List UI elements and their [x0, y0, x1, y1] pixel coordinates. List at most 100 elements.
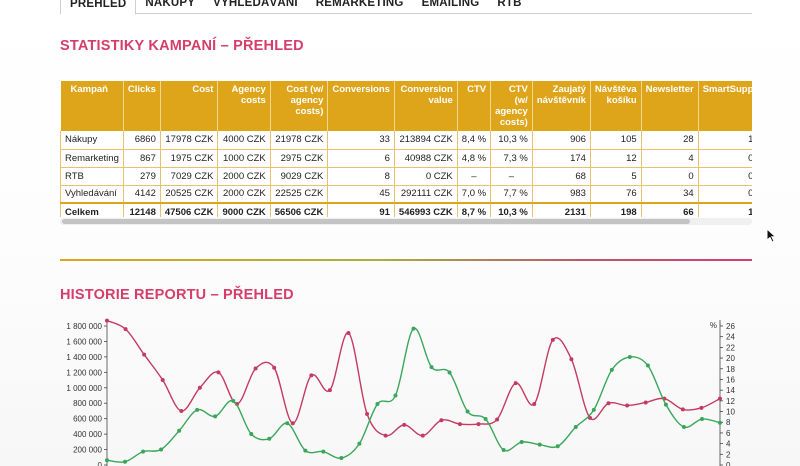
tab-3[interactable]: REMARKETING	[315, 0, 404, 9]
column-header[interactable]: Návštěva košíku	[590, 81, 642, 131]
data-point[interactable]	[402, 422, 407, 427]
table-cell: 66	[641, 202, 699, 217]
tab-0[interactable]: PŘEHLED	[60, 0, 137, 15]
data-point[interactable]	[495, 417, 500, 422]
data-point[interactable]	[123, 327, 128, 332]
data-point[interactable]	[160, 378, 165, 383]
data-point[interactable]	[447, 370, 452, 375]
data-point[interactable]	[365, 412, 370, 417]
data-point[interactable]	[519, 440, 524, 445]
tab-1[interactable]: NÁKUPY	[145, 0, 196, 9]
data-point[interactable]	[680, 407, 685, 412]
data-point[interactable]	[195, 407, 200, 412]
data-point[interactable]	[591, 407, 596, 412]
data-point[interactable]	[699, 405, 704, 410]
column-header[interactable]: Zaujatý návštěvník	[532, 81, 591, 131]
data-point[interactable]	[105, 458, 109, 463]
tab-2[interactable]: VYHLEDÁVÁNÍ	[213, 0, 298, 9]
data-point[interactable]	[627, 355, 632, 360]
data-point[interactable]	[573, 425, 578, 430]
column-header[interactable]: CTV	[457, 81, 492, 131]
data-point[interactable]	[179, 408, 184, 413]
data-point[interactable]	[569, 357, 574, 362]
column-header[interactable]: Cost	[160, 81, 219, 131]
data-point[interactable]	[272, 365, 277, 370]
data-point[interactable]	[699, 417, 704, 422]
data-point[interactable]	[339, 456, 344, 461]
tab-4[interactable]: EMAILING	[421, 0, 480, 9]
data-point[interactable]	[375, 402, 380, 407]
data-point[interactable]	[303, 448, 308, 453]
table-cell: 0 CZK	[394, 167, 458, 186]
data-point[interactable]	[537, 442, 542, 447]
table-cell: 9000 CZK	[217, 202, 271, 217]
data-point[interactable]	[327, 388, 332, 393]
data-point[interactable]	[645, 363, 650, 368]
data-point[interactable]	[501, 448, 506, 453]
data-point[interactable]	[457, 422, 462, 427]
table-cell: Nákupy	[60, 131, 124, 150]
campaign-table-wrapper[interactable]: Kampaň Clicks Cost Agency costs Cost (w/ age…	[60, 81, 752, 217]
data-point[interactable]	[357, 441, 362, 446]
data-point[interactable]	[625, 403, 630, 408]
column-header[interactable]: Conversions	[327, 81, 395, 131]
data-point[interactable]	[197, 385, 202, 390]
data-point[interactable]	[465, 409, 470, 414]
data-point[interactable]	[476, 422, 481, 427]
data-point[interactable]	[285, 421, 290, 426]
data-point[interactable]	[249, 431, 254, 436]
data-point[interactable]	[321, 449, 326, 454]
column-header[interactable]: Agency costs	[217, 81, 271, 131]
data-point[interactable]	[483, 417, 488, 422]
data-point[interactable]	[177, 428, 182, 433]
data-point[interactable]	[609, 367, 614, 372]
table-horizontal-scrollbar[interactable]	[60, 218, 752, 225]
data-point[interactable]	[253, 366, 258, 371]
column-header[interactable]: Newsletter	[641, 81, 699, 131]
data-point[interactable]	[718, 420, 722, 425]
data-point[interactable]	[383, 433, 388, 438]
column-header[interactable]: CTV (w/ agency costs)	[490, 81, 533, 131]
data-point[interactable]	[420, 433, 425, 438]
tab-5[interactable]: RTB	[497, 0, 522, 9]
data-point[interactable]	[718, 396, 722, 401]
table-cell: 17978 CZK	[160, 131, 219, 150]
data-point[interactable]	[309, 373, 314, 378]
data-point[interactable]	[105, 318, 109, 323]
left-tick-label: 1 000 000	[66, 384, 102, 393]
data-point[interactable]	[123, 459, 128, 464]
data-point[interactable]	[141, 449, 146, 454]
data-point[interactable]	[681, 425, 686, 430]
data-point[interactable]	[159, 447, 164, 452]
column-header[interactable]: Kampaň	[60, 81, 124, 131]
data-point[interactable]	[411, 326, 416, 331]
data-point[interactable]	[606, 401, 611, 406]
data-point[interactable]	[393, 393, 398, 398]
right-tick-label: 26	[726, 322, 735, 331]
column-header[interactable]: Conversion value	[394, 81, 458, 131]
data-point[interactable]	[555, 444, 560, 449]
data-point[interactable]	[663, 402, 668, 407]
data-point[interactable]	[532, 401, 537, 406]
data-point[interactable]	[550, 337, 555, 342]
data-point[interactable]	[439, 418, 444, 423]
data-point[interactable]	[216, 370, 221, 375]
table-cell: 0	[641, 167, 699, 186]
left-tick-label: 1 200 000	[66, 368, 102, 377]
column-header[interactable]: SmartSupp	[698, 81, 752, 131]
data-point[interactable]	[643, 400, 648, 405]
scrollbar-thumb[interactable]	[62, 219, 690, 224]
data-point[interactable]	[231, 398, 236, 403]
column-header[interactable]: Cost (w/ agency costs)	[270, 81, 329, 131]
data-point[interactable]	[513, 381, 518, 386]
data-point[interactable]	[429, 365, 434, 370]
left-tick-label: 200 000	[73, 446, 102, 455]
data-point[interactable]	[142, 352, 147, 357]
right-tick-label: 18	[726, 365, 735, 374]
data-point[interactable]	[290, 421, 295, 426]
column-header[interactable]: Clicks	[123, 81, 161, 131]
table-cell: 20525 CZK	[160, 185, 219, 204]
data-point[interactable]	[213, 414, 218, 419]
data-point[interactable]	[267, 436, 272, 441]
data-point[interactable]	[346, 330, 351, 335]
